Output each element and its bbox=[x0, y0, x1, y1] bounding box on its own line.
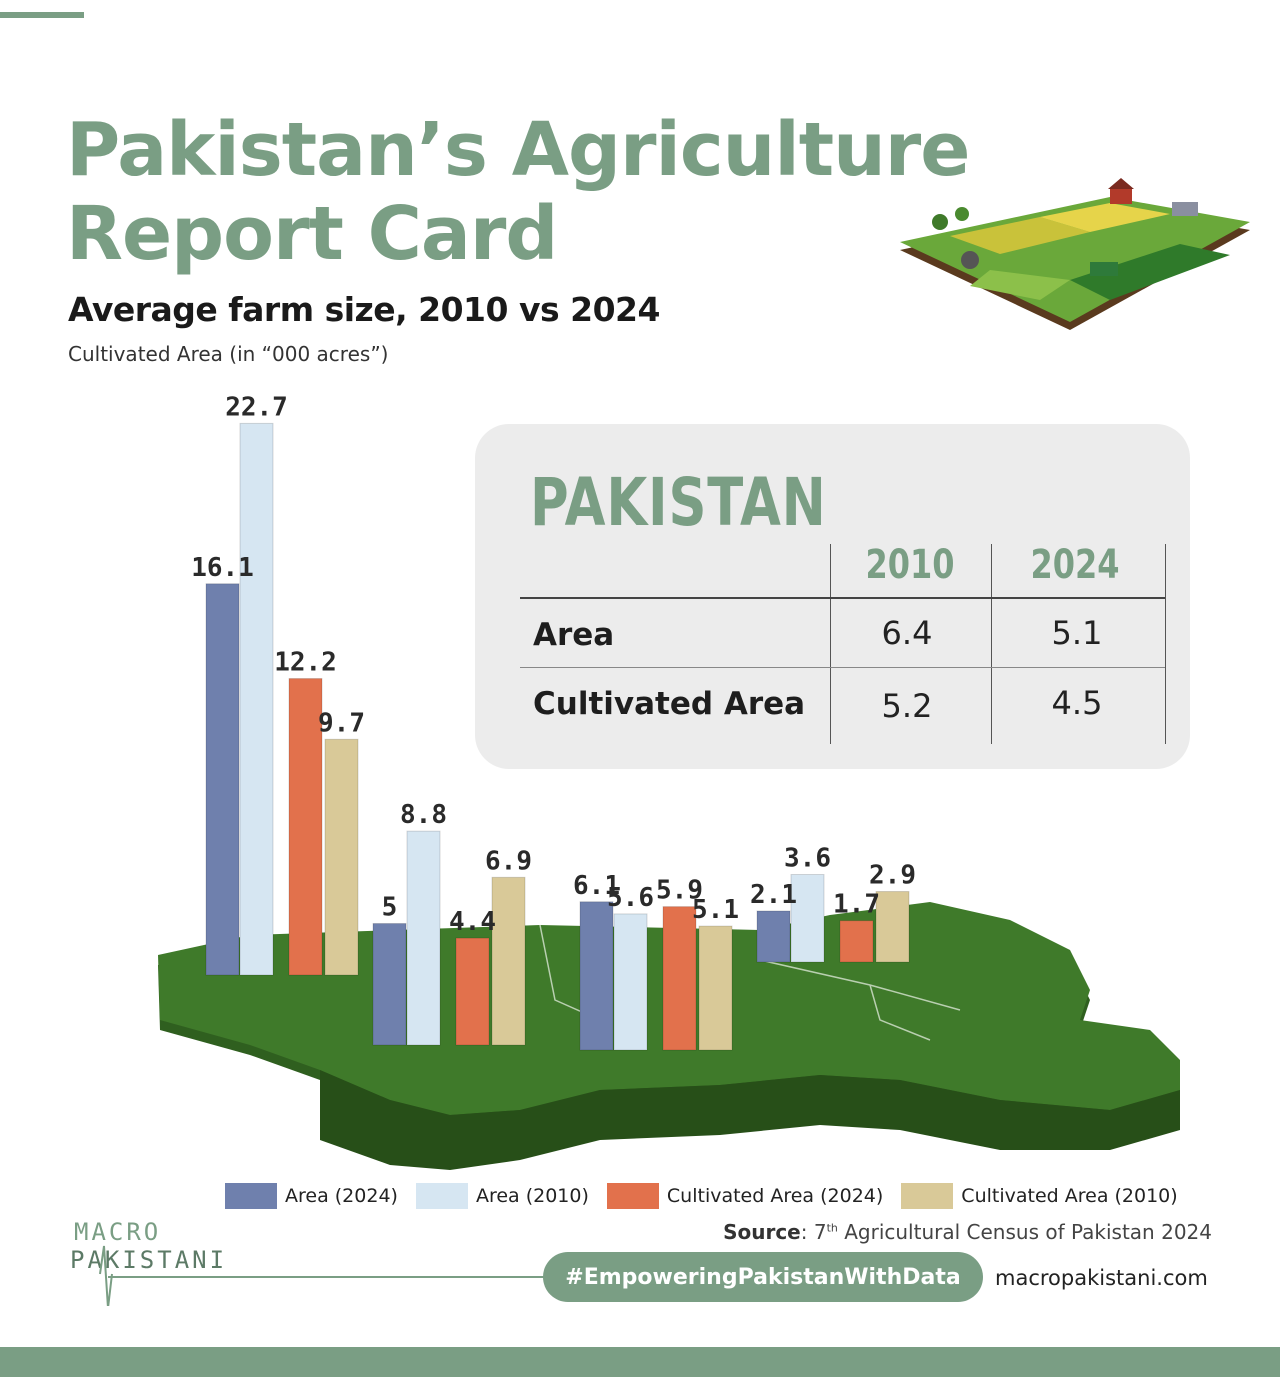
divider-vertical-2 bbox=[991, 544, 992, 744]
bar-area-2024--g4 bbox=[756, 910, 791, 963]
bar-area-2010--g2 bbox=[406, 830, 441, 1046]
bar-value-label: 6.1 bbox=[573, 871, 620, 901]
legend-item-area-2010: Area (2010) bbox=[415, 1183, 589, 1209]
legend-swatch bbox=[606, 1183, 659, 1209]
source-prefix: : 7 bbox=[800, 1220, 827, 1244]
summary-panel: PAKISTAN 2010 2024 Area 6.4 5.1 Cultivat… bbox=[475, 424, 1190, 769]
bar-cultivated-area-2010--g4 bbox=[875, 891, 910, 963]
hashtag-pill[interactable]: #EmpoweringPakistanWithData bbox=[543, 1252, 983, 1302]
bar-value-label: 22.7 bbox=[225, 392, 288, 422]
summary-title: PAKISTAN bbox=[530, 464, 827, 541]
bar-value-label: 8.8 bbox=[400, 800, 447, 830]
logo-line-1: MACRO bbox=[74, 1218, 161, 1246]
bottom-accent-bar bbox=[0, 1347, 1280, 1377]
bar-area-2024--g2 bbox=[372, 923, 407, 1046]
bar-value-label: 5.9 bbox=[656, 876, 703, 906]
chart-subtitle: Average farm size, 2010 vs 2024 bbox=[68, 290, 660, 329]
legend-item-cultivated-2010: Cultivated Area (2010) bbox=[901, 1183, 1178, 1209]
legend-swatch bbox=[225, 1183, 277, 1209]
bar-value-label: 2.1 bbox=[750, 880, 797, 910]
bar-value-label: 1.7 bbox=[833, 890, 880, 920]
summary-col-2010: 2010 bbox=[865, 542, 955, 588]
row-label-area: Area bbox=[533, 617, 615, 653]
bar-value-label: 4.4 bbox=[449, 907, 496, 937]
bar-area-2024--g1 bbox=[205, 583, 240, 976]
cell-area-2010: 6.4 bbox=[881, 614, 933, 652]
legend-label: Cultivated Area (2024) bbox=[666, 1185, 884, 1207]
bar-value-label: 16.1 bbox=[191, 553, 254, 583]
bar-area-2024--g3 bbox=[579, 901, 614, 1051]
bars-layer bbox=[205, 422, 910, 1051]
bar-area-2010--g3 bbox=[613, 913, 648, 1051]
footer-rule bbox=[108, 1276, 548, 1278]
chart-legend: Area (2024) Area (2010) Cultivated Area … bbox=[225, 1183, 1196, 1209]
divider-vertical-3 bbox=[1165, 544, 1166, 744]
divider-vertical-1 bbox=[830, 544, 831, 744]
legend-item-cultivated-2024: Cultivated Area (2024) bbox=[606, 1183, 884, 1209]
page-title: Pakistan’s Agriculture Report Card bbox=[66, 107, 970, 277]
header-divider bbox=[520, 597, 1165, 599]
bar-cultivated-area-2010--g3 bbox=[698, 925, 733, 1051]
title-line-1: Pakistan’s Agriculture bbox=[66, 107, 970, 193]
logo-line-2: PAKISTANI bbox=[70, 1246, 227, 1274]
legend-item-area-2024: Area (2024) bbox=[225, 1183, 398, 1209]
bar-value-label: 2.9 bbox=[869, 861, 916, 891]
bar-value-label: 9.7 bbox=[318, 708, 365, 738]
row-label-cultivated-area: Cultivated Area bbox=[533, 686, 806, 722]
bar-value-label: 5.1 bbox=[692, 895, 739, 925]
unit-label: Cultivated Area (in “000 acres”) bbox=[68, 342, 389, 366]
legend-swatch bbox=[901, 1183, 954, 1209]
bar-area-2010--g1 bbox=[239, 422, 274, 976]
summary-col-2024: 2024 bbox=[1030, 542, 1120, 588]
title-line-2: Report Card bbox=[66, 191, 558, 277]
legend-label: Cultivated Area (2010) bbox=[961, 1185, 1178, 1207]
bar-area-2010--g4 bbox=[790, 874, 825, 963]
macro-pakistani-logo: MACRO PAKISTANI bbox=[70, 1218, 227, 1306]
legend-label: Area (2010) bbox=[475, 1185, 589, 1207]
bar-cultivated-area-2024--g1 bbox=[288, 678, 323, 976]
source-sup: th bbox=[826, 1221, 838, 1235]
bar-cultivated-area-2024--g2 bbox=[455, 937, 490, 1046]
bar-value-label: 3.6 bbox=[784, 844, 831, 874]
source-text: Agricultural Census of Pakistan 2024 bbox=[837, 1220, 1212, 1244]
bar-value-label: 6.9 bbox=[485, 846, 532, 876]
bar-cultivated-area-2024--g3 bbox=[662, 906, 697, 1051]
cell-area-2024: 5.1 bbox=[1051, 614, 1103, 652]
legend-label: Area (2024) bbox=[285, 1185, 398, 1207]
cell-cultivated-2024: 4.5 bbox=[1051, 684, 1103, 722]
bar-value-label: 12.2 bbox=[274, 648, 337, 678]
bar-cultivated-area-2010--g1 bbox=[324, 738, 359, 976]
bar-value-label: 5.6 bbox=[607, 883, 654, 913]
cell-cultivated-2010: 5.2 bbox=[881, 687, 933, 725]
bar-value-labels: 16.1 22.7 12.2 9.7 5 8.8 4.4 6.9 6.15.6 5.95.1 2.1… bbox=[191, 392, 916, 937]
farm-illustration bbox=[900, 178, 1250, 330]
website-link[interactable]: macropakistani.com bbox=[995, 1266, 1208, 1290]
source-note: Source: 7th Agricultural Census of Pakis… bbox=[723, 1220, 1212, 1244]
bar-value-label: 5 bbox=[382, 893, 398, 923]
source-label: Source bbox=[723, 1220, 801, 1244]
bar-cultivated-area-2010--g2 bbox=[491, 876, 526, 1046]
bar-cultivated-area-2024--g4 bbox=[839, 920, 874, 963]
top-accent-rule bbox=[0, 12, 84, 18]
legend-swatch bbox=[415, 1183, 468, 1209]
row-divider bbox=[520, 667, 1165, 668]
